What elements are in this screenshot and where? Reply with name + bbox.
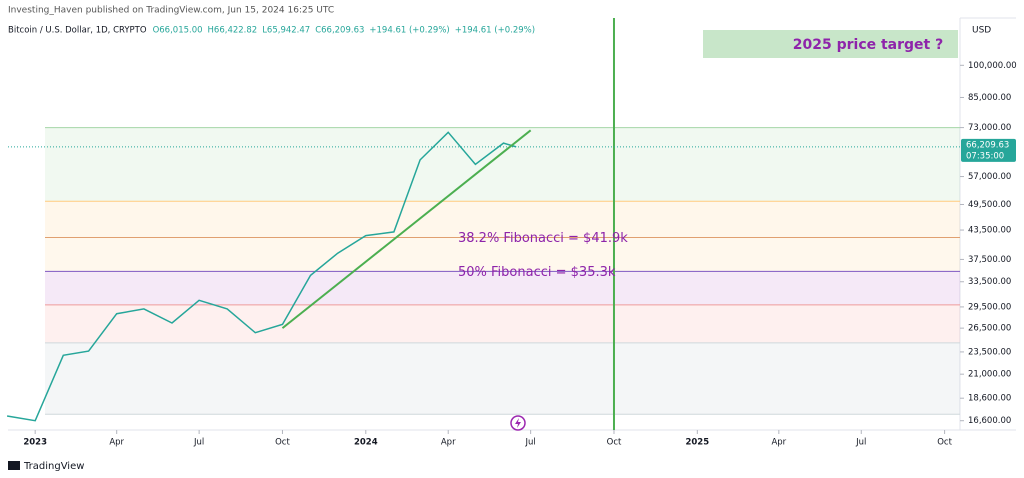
y-tick-label: 43,500.00 [968, 226, 1011, 236]
y-tick-label: 29,500.00 [968, 302, 1011, 312]
event-bolt [515, 418, 521, 428]
y-tick-label: 33,500.00 [968, 277, 1011, 287]
y-tick-label: 26,500.00 [968, 324, 1011, 334]
fib-zone [45, 342, 960, 415]
fib-zone [45, 271, 960, 305]
footer: TradingView [23, 461, 84, 472]
fib-zone [45, 127, 960, 202]
trendline [281, 129, 532, 329]
x-tick-label: Jul [855, 438, 866, 448]
annotation: 38.2% Fibonacci = $41.9k [458, 231, 628, 246]
currency: USD [972, 26, 991, 36]
legend-value: C66,209.63 [315, 26, 364, 36]
y-tick-label: 100,000.00 [968, 61, 1017, 71]
x-tick-label: Oct [275, 438, 290, 448]
annotation: 2025 price target ? [793, 37, 943, 53]
y-tick-label: 23,500.00 [968, 347, 1011, 357]
x-tick-label: Apr [771, 438, 786, 448]
y-tick-label: 16,600.00 [968, 416, 1011, 426]
y-tick-label: 37,500.00 [968, 255, 1011, 265]
x-tick-label: Oct [937, 438, 952, 448]
symbol: Bitcoin / U.S. Dollar, 1D, CRYPTO [8, 26, 147, 36]
x-tick-label: Apr [109, 438, 124, 448]
x-tick-label: Jul [525, 438, 536, 448]
x-tick-label: 2025 [685, 438, 709, 448]
y-tick-label: 49,500.00 [968, 200, 1011, 210]
logo [8, 461, 20, 470]
fib-zone [45, 304, 960, 343]
y-tick-label: 73,000.00 [968, 123, 1011, 133]
fib-zone [45, 237, 960, 272]
y-tick-label: 21,000.00 [968, 370, 1011, 380]
x-tick-label: Jul [193, 438, 204, 448]
legend-value: L65,942.47 [262, 26, 310, 36]
legend-value: H66,422.82 [208, 26, 258, 36]
fib-zone [45, 201, 960, 238]
x-tick-label: 2023 [23, 438, 47, 448]
price-tag [961, 138, 1016, 162]
y-tick-label: 18,600.00 [968, 394, 1011, 404]
x-tick-label: Apr [441, 438, 456, 448]
price-tag-label: 66,209.63 [966, 140, 1009, 150]
countdown: 07:35:00 [966, 151, 1004, 161]
legend-value: +194.61 (+0.29%) [455, 26, 535, 36]
y-tick-label: 85,000.00 [968, 93, 1011, 103]
publisher: Investing_Haven published on TradingView… [8, 6, 334, 16]
y-tick-label: 57,000.00 [968, 172, 1011, 182]
legend-value: +194.61 (+0.29%) [369, 26, 449, 36]
price-line [6, 131, 517, 422]
legend-value: O66,015.00 [153, 26, 203, 36]
annotation: 50% Fibonacci = $35.3k [458, 265, 616, 280]
x-tick-label: 2024 [354, 438, 378, 448]
target-box [703, 30, 958, 58]
x-tick-label: Oct [607, 438, 622, 448]
